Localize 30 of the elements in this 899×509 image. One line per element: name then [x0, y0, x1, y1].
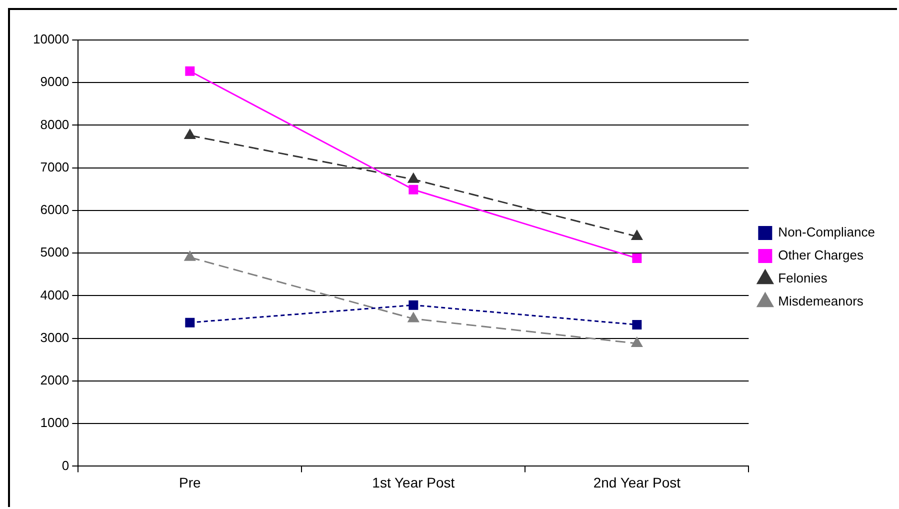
point	[408, 172, 420, 183]
y-tick-label: 10000	[32, 32, 70, 47]
point	[408, 312, 420, 322]
y-tick-label: 3000	[40, 330, 70, 345]
point	[632, 320, 642, 330]
legend-label: Misdemeanors	[778, 294, 864, 309]
x-tick-label: 1st Year Post	[372, 474, 455, 490]
x-tick-label: 2nd Year Post	[593, 474, 681, 490]
y-tick-label: 1000	[40, 415, 70, 430]
legend-label: Non-Compliance	[778, 224, 876, 240]
point	[632, 253, 642, 263]
x-tick-label: Pre	[179, 474, 202, 490]
legend-label: Other Charges	[778, 248, 864, 263]
point	[185, 318, 195, 328]
point	[408, 300, 418, 310]
point	[408, 184, 418, 194]
point	[184, 250, 196, 261]
y-tick-label: 7000	[40, 159, 70, 174]
y-tick-label: 9000	[40, 74, 70, 90]
y-tick-label: 8000	[40, 116, 70, 132]
point	[185, 66, 195, 76]
y-tick-label: 4000	[40, 287, 70, 302]
y-tick-label: 5000	[40, 244, 70, 260]
point	[184, 128, 196, 139]
y-tick-label: 2000	[40, 372, 70, 388]
point	[631, 230, 643, 240]
y-tick-label: 0	[62, 458, 70, 473]
point	[631, 336, 643, 347]
y-tick-label: 6000	[40, 202, 70, 218]
legend-label: Felonies	[778, 270, 828, 286]
